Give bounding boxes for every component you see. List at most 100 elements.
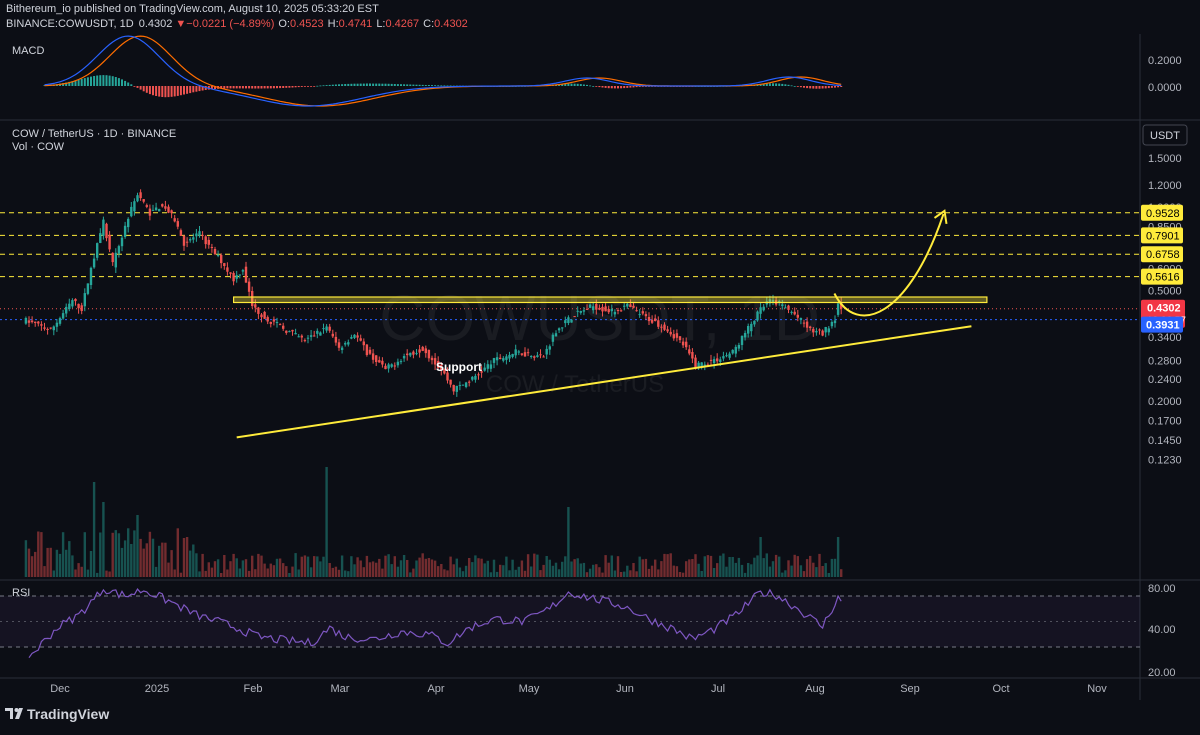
candle-body xyxy=(564,320,567,324)
macd-histogram-bar xyxy=(601,86,604,88)
price-axis-tick: 0.1700 xyxy=(1148,416,1182,428)
tradingview-logo[interactable]: TradingView xyxy=(5,706,109,722)
time-axis[interactable]: Dec 2025 Feb Mar Apr May Jun Jul Aug Sep… xyxy=(50,683,1107,695)
price-pane[interactable]: COWUSDT, 1D COW / TetherUS COW / TetherU… xyxy=(0,124,1188,577)
candle-body xyxy=(179,230,183,236)
candle-body xyxy=(576,310,579,312)
macd-histogram-bar xyxy=(598,86,601,88)
volume-bar xyxy=(564,556,567,577)
volume-bar xyxy=(551,565,555,577)
macd-histogram-bar xyxy=(400,84,402,86)
macd-histogram-bar xyxy=(641,86,644,87)
candle-body xyxy=(833,320,837,324)
candle-body xyxy=(77,303,80,309)
candle-body xyxy=(471,376,474,380)
candle-body xyxy=(678,336,682,341)
candle-body xyxy=(551,334,555,342)
candle-body xyxy=(260,314,263,318)
macd-histogram-bar xyxy=(759,83,762,86)
candle-body xyxy=(406,353,409,356)
volume-bar xyxy=(371,561,375,577)
volume-bar xyxy=(796,556,799,577)
macd-histogram-bar xyxy=(632,86,635,88)
macd-histogram-bar xyxy=(117,78,120,86)
candle-body xyxy=(446,372,449,381)
rsi-pane[interactable]: RSI 80.00 40.00 20.00 xyxy=(0,583,1176,679)
macd-histogram-bar xyxy=(201,86,204,91)
volume-bar xyxy=(415,560,418,577)
macd-histogram-bar xyxy=(145,86,148,93)
prev-close-value: 0.3931 xyxy=(1146,320,1180,332)
macd-histogram-bar xyxy=(158,86,161,97)
macd-histogram-bar xyxy=(434,85,437,86)
macd-histogram-bar xyxy=(127,82,130,86)
volume-bar xyxy=(477,558,480,577)
watermark-name: COW / TetherUS xyxy=(486,371,664,398)
candle-body xyxy=(588,304,592,308)
macd-pane[interactable]: MACD 0.2000 0.0000 xyxy=(12,35,1182,107)
candle-body xyxy=(254,304,257,308)
macd-histogram-bar xyxy=(613,86,616,89)
volume-bar xyxy=(285,566,288,577)
volume-bar xyxy=(582,562,586,577)
volume-bar xyxy=(83,532,86,577)
volume-bar xyxy=(24,540,28,577)
candle-body xyxy=(334,336,338,343)
macd-histogram-bar xyxy=(142,86,145,92)
candle-body xyxy=(499,357,502,359)
time-tick: Jun xyxy=(616,683,634,695)
target-level-value: 0.5616 xyxy=(1146,272,1180,284)
price-axis-tick: 1.5000 xyxy=(1148,153,1182,165)
macd-histogram-bar xyxy=(406,84,409,86)
macd-histogram-bar xyxy=(229,86,232,89)
macd-histogram-bar xyxy=(251,86,254,89)
volume-bar xyxy=(396,566,400,577)
candle-body xyxy=(68,303,71,309)
macd-histogram-bar xyxy=(834,86,836,88)
candle-body xyxy=(706,364,710,366)
volume-bar xyxy=(681,572,685,577)
volume-bar xyxy=(821,566,824,577)
volume-bar xyxy=(672,565,675,577)
drawing-annotations[interactable] xyxy=(233,209,988,439)
candle-body xyxy=(409,352,412,356)
macd-histogram-bar xyxy=(338,84,340,86)
candle-body xyxy=(604,306,607,312)
macd-histogram-bar xyxy=(105,75,108,86)
volume-bar xyxy=(27,548,31,577)
volume-bar xyxy=(799,565,803,577)
candle-body xyxy=(278,324,282,326)
volume-bar xyxy=(771,561,775,577)
macd-histogram-bar xyxy=(167,86,170,98)
candle-body xyxy=(111,252,114,263)
candle-body xyxy=(418,349,421,353)
candle-body xyxy=(83,293,86,307)
macd-histogram-bar xyxy=(133,86,136,87)
volume-bar xyxy=(576,558,579,577)
volume-bar xyxy=(545,556,548,577)
macd-histogram-bar xyxy=(341,84,344,86)
volume-bar xyxy=(613,570,617,577)
candle-body xyxy=(154,207,158,211)
candle-body xyxy=(251,291,254,306)
volume-bar xyxy=(344,570,347,577)
candle-body xyxy=(688,349,691,354)
candle-body xyxy=(570,319,573,323)
candle-body xyxy=(514,349,517,356)
time-tick: May xyxy=(519,683,540,695)
volume-bar xyxy=(282,563,285,577)
currency-label: USDT xyxy=(1150,130,1180,142)
volume-bar xyxy=(111,532,114,577)
candle-body xyxy=(492,358,496,363)
volume-bar xyxy=(440,564,443,577)
macd-histogram-bar xyxy=(799,86,802,88)
candle-body xyxy=(387,364,390,369)
candle-body xyxy=(573,316,576,318)
candle-body xyxy=(220,255,223,264)
volume-bar xyxy=(595,564,598,577)
ohlc-line: BINANCE:COWUSDT, 1D 0.4302 ▼−0.0221 (−4.89… xyxy=(6,18,468,30)
volume-bar xyxy=(167,562,170,577)
currency-button[interactable] xyxy=(1142,124,1188,146)
rsi-label: RSI xyxy=(12,587,30,599)
